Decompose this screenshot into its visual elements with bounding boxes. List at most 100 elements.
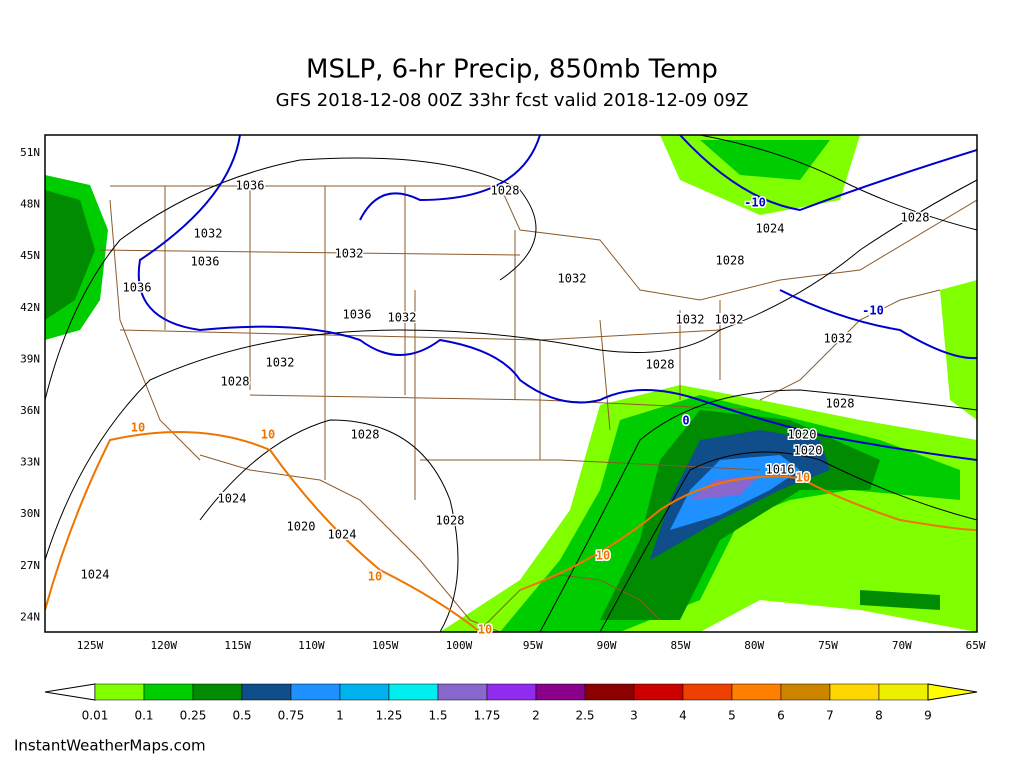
colorbar-label: 3: [630, 709, 638, 723]
isobar-label: 1028: [826, 397, 855, 411]
lon-label: 120W: [151, 639, 178, 652]
temp-label: 10: [368, 570, 382, 584]
lon-label: 115W: [224, 639, 251, 652]
isobar-label: 1028: [646, 358, 675, 372]
colorbar-label: 0.01: [82, 709, 109, 723]
isobar-label: 1032: [558, 272, 587, 286]
isobar-label: 1032: [266, 356, 295, 370]
colorbar-box: [682, 683, 733, 701]
colorbar-label: 1: [336, 709, 344, 723]
lon-label: 90W: [597, 639, 617, 652]
isobar-label: 1020: [788, 428, 817, 442]
isobar-label: 1032: [388, 311, 417, 325]
title: MSLP, 6-hr Precip, 850mb Temp: [306, 55, 718, 85]
colorbar: 0.01 0.1 0.25 0.5 0.75 1 1.25 1.5 1.75 2 2.5 3 4 5 6 7 8…: [44, 683, 978, 723]
map-area: [44, 134, 978, 633]
lon-label: 95W: [523, 639, 543, 652]
lon-label: 100W: [446, 639, 473, 652]
colorbar-label: 1.5: [428, 709, 447, 723]
colorbar-box: [584, 683, 635, 701]
temp-label: -10: [862, 304, 884, 318]
colorbar-label: 1.25: [376, 709, 403, 723]
colorbar-box: [780, 683, 831, 701]
isobar-label: 1036: [123, 281, 152, 295]
lat-label: 24N: [20, 610, 40, 623]
isobar-label: 1024: [81, 568, 110, 582]
colorbar-label: 8: [875, 709, 883, 723]
colorbar-box: [339, 683, 390, 701]
precip-area: [860, 590, 940, 610]
colorbar-label: 0.1: [134, 709, 153, 723]
colorbar-upper-end: [927, 683, 978, 701]
colorbar-label: 2.5: [575, 709, 594, 723]
lon-label: 70W: [892, 639, 912, 652]
isobar-label: 1032: [715, 313, 744, 327]
footer: InstantWeatherMaps.com: [14, 737, 206, 755]
precip-area: [700, 140, 830, 180]
colorbar-label: 0.25: [180, 709, 207, 723]
colorbar-label: 5: [728, 709, 736, 723]
lon-label: 80W: [744, 639, 764, 652]
colorbar-label: 4: [679, 709, 687, 723]
isobar-label: 1028: [436, 514, 465, 528]
lat-label: 33N: [20, 456, 40, 469]
lat-label: 27N: [20, 559, 40, 572]
precip-area: [45, 190, 95, 320]
isobar-label: 1032: [824, 332, 853, 346]
subtitle: GFS 2018-12-08 00Z 33hr fcst valid 2018-…: [276, 90, 749, 111]
isobar-label: 1024: [756, 222, 785, 236]
isobar-label: 1020: [794, 444, 823, 458]
temp-label: 10: [796, 471, 810, 485]
isobar-label: 1028: [716, 254, 745, 268]
map-frame: [44, 134, 978, 633]
colorbar-label: 6: [777, 709, 785, 723]
isobar-label: 1036: [343, 308, 372, 322]
lon-label: 85W: [670, 639, 690, 652]
isobar-label: 1028: [491, 184, 520, 198]
colorbar-lower-end: [44, 683, 96, 701]
colorbar-box: [290, 683, 341, 701]
colorbar-box: [731, 683, 782, 701]
colorbar-box: [437, 683, 488, 701]
isobar-label: 1016: [766, 463, 795, 477]
colorbar-box: [94, 683, 145, 701]
isobar-label: 1020: [287, 520, 316, 534]
lon-label: 125W: [77, 639, 104, 652]
colorbar-box: [878, 683, 929, 701]
colorbar-label: 0.75: [278, 709, 305, 723]
lat-label: 30N: [20, 507, 40, 520]
isobar-label: 1028: [351, 428, 380, 442]
temp-label: -10: [744, 196, 766, 210]
temp-contour: [359, 135, 977, 360]
colorbar-label: 2: [532, 709, 540, 723]
isobars: [45, 135, 977, 632]
isobar-label: 1032: [335, 247, 364, 261]
temp-contour: [519, 475, 977, 591]
lon-label: 65W: [966, 639, 986, 652]
colorbar-label: 9: [924, 709, 932, 723]
temp-label: 10: [596, 549, 610, 563]
colorbar-box: [535, 683, 586, 701]
lat-label: 51N: [20, 146, 40, 159]
temp-contour: [137, 135, 977, 461]
colorbar-box: [143, 683, 194, 701]
isobar-label: 1024: [328, 528, 357, 542]
colorbar-box: [486, 683, 537, 701]
lon-label: 105W: [372, 639, 399, 652]
colorbar-box: [192, 683, 243, 701]
colorbar-label: 0.5: [232, 709, 251, 723]
isobar-label: 1024: [218, 492, 247, 506]
colorbar-box: [241, 683, 292, 701]
lat-label: 42N: [20, 301, 40, 314]
lat-label: 36N: [20, 404, 40, 417]
lat-label: 48N: [20, 198, 40, 211]
lon-label: 110W: [298, 639, 325, 652]
isobar-label: 1032: [676, 313, 705, 327]
colorbar-box: [388, 683, 439, 701]
isobar-label: 1028: [901, 211, 930, 225]
isobar-label: 1028: [221, 375, 250, 389]
temp-contour: [45, 431, 481, 632]
colorbar-label: 1.75: [474, 709, 501, 723]
